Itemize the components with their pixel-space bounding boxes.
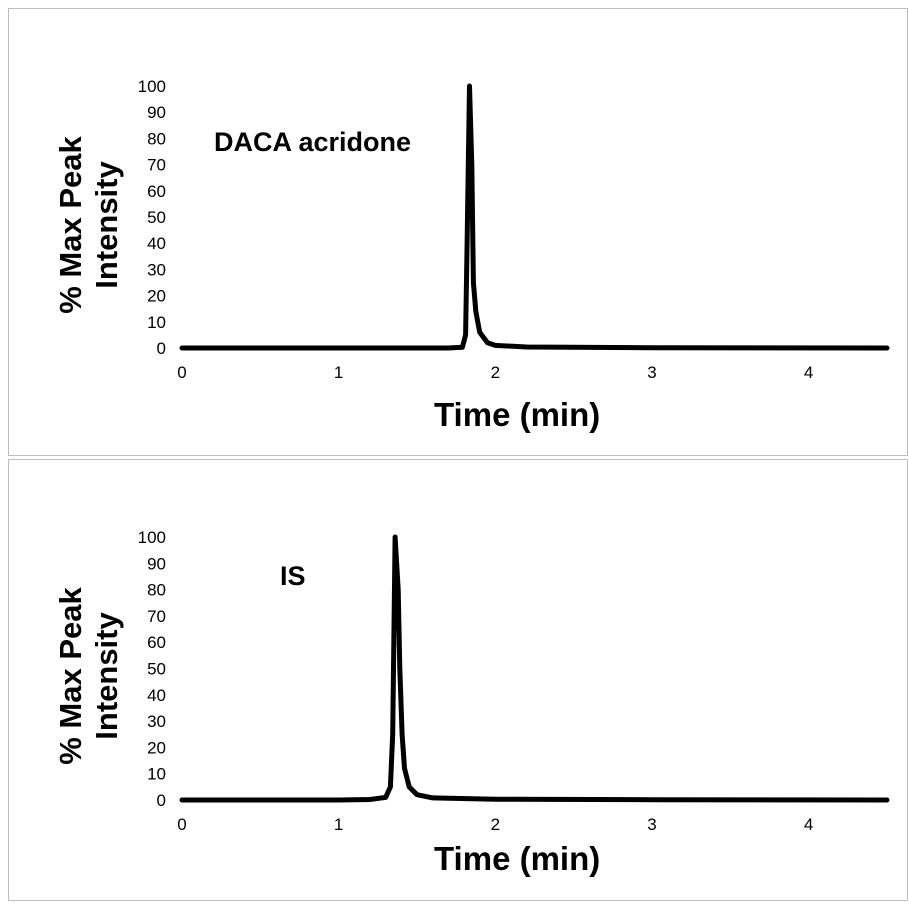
y-tick-label-30: 30 [147, 712, 166, 731]
y-axis-label-line-2: Intensity [89, 161, 124, 289]
y-tick-label-40: 40 [147, 234, 166, 253]
y-tick-label-10: 10 [147, 765, 166, 784]
chart-panel-bottom: 0 10 20 30 40 50 60 70 80 90 100 0 1 2 3 4 % Max Peak I… [8, 459, 908, 901]
y-tick-label-60: 60 [147, 182, 166, 201]
y-tick-label-0: 0 [157, 339, 166, 358]
chromatogram-series-line-0 [179, 534, 890, 803]
x-tick-label-1: 1 [334, 815, 343, 834]
x-tick-label-1: 1 [334, 363, 343, 382]
chart-svg-bottom: 0 10 20 30 40 50 60 70 80 90 100 0 1 2 3 4 [138, 528, 890, 834]
x-axis-label: Time (min) [434, 396, 601, 433]
x-tick-label-2: 2 [491, 363, 500, 382]
x-tick-label-2: 2 [491, 815, 500, 834]
chart-panel-top: 0 10 20 30 40 50 60 70 80 90 100 0 1 2 3 4 % Max Peak I… [8, 8, 908, 456]
y-tick-label-20: 20 [147, 287, 166, 306]
y-axis-label: % Max Peak Intensity [53, 546, 125, 806]
y-tick-label-80: 80 [147, 581, 166, 600]
y-tick-label-100: 100 [138, 528, 166, 547]
y-tick-label-40: 40 [147, 686, 166, 705]
y-axis-label: % Max Peak Intensity [53, 95, 125, 355]
x-axis-label: Time (min) [434, 840, 601, 877]
x-tick-label-3: 3 [647, 363, 656, 382]
x-tick-label-0: 0 [177, 363, 186, 382]
y-tick-label-60: 60 [147, 633, 166, 652]
y-tick-label-70: 70 [147, 607, 166, 626]
y-tick-label-100: 100 [138, 77, 166, 96]
x-tick-label-4: 4 [804, 363, 813, 382]
y-tick-label-10: 10 [147, 313, 166, 332]
chart-svg-top: 0 10 20 30 40 50 60 70 80 90 100 0 1 2 3 4 [138, 77, 890, 382]
peak-annotation: DACA acridone [214, 127, 412, 157]
peak-annotation: IS [280, 561, 306, 591]
y-tick-label-80: 80 [147, 129, 166, 148]
y-axis-label-line-1: % Max Peak [53, 136, 88, 314]
y-tick-label-20: 20 [147, 738, 166, 757]
y-tick-label-90: 90 [147, 554, 166, 573]
y-tick-label-70: 70 [147, 156, 166, 175]
y-tick-label-50: 50 [147, 208, 166, 227]
y-tick-label-50: 50 [147, 660, 166, 679]
y-tick-label-90: 90 [147, 103, 166, 122]
y-axis-label-line-1: % Max Peak [53, 587, 88, 765]
y-tick-label-30: 30 [147, 260, 166, 279]
x-tick-label-3: 3 [647, 815, 656, 834]
y-tick-label-0: 0 [157, 791, 166, 810]
chromatogram-series-line-0 [179, 83, 890, 351]
y-axis-label-line-2: Intensity [89, 612, 124, 740]
x-tick-label-4: 4 [804, 815, 813, 834]
x-tick-label-0: 0 [177, 815, 186, 834]
